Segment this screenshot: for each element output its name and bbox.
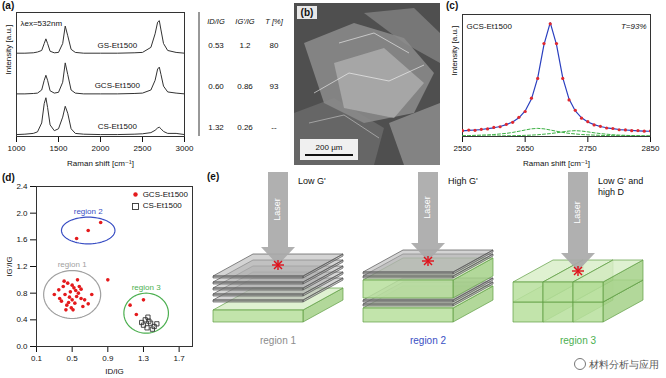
svg-text:1.2: 1.2 xyxy=(16,262,28,271)
svg-text:region 1: region 1 xyxy=(260,335,297,346)
svg-text:high D: high D xyxy=(598,187,625,197)
svg-text:Raman shift [cm⁻¹]: Raman shift [cm⁻¹] xyxy=(523,159,590,168)
svg-text:93: 93 xyxy=(270,82,279,91)
svg-text:3000: 3000 xyxy=(176,144,194,153)
svg-text:region 2: region 2 xyxy=(74,207,103,216)
svg-text:Low G': Low G' xyxy=(298,176,326,186)
svg-text:region 2: region 2 xyxy=(410,335,447,346)
svg-text:--: -- xyxy=(271,123,277,132)
svg-text:region 1: region 1 xyxy=(58,260,87,269)
svg-text:1500: 1500 xyxy=(50,144,68,153)
svg-text:2.4: 2.4 xyxy=(16,182,28,191)
html-text:(a): (a) xyxy=(2,0,15,11)
svg-text:材料分析与应用: 材料分析与应用 xyxy=(588,359,659,370)
svg-text:80: 80 xyxy=(270,41,279,50)
html-text:(c): (c) xyxy=(446,0,459,11)
svg-text:0.5: 0.5 xyxy=(67,354,79,363)
svg-text:0.86: 0.86 xyxy=(237,82,253,91)
svg-text:ID/IG: ID/IG xyxy=(105,367,124,376)
svg-text:0.4: 0.4 xyxy=(16,315,28,324)
svg-text:region 3: region 3 xyxy=(560,335,597,346)
svg-text:0.26: 0.26 xyxy=(237,123,253,132)
html-text:GCS-Et1500: GCS-Et1500 xyxy=(142,190,188,200)
svg-text:200 µm: 200 µm xyxy=(316,143,343,152)
svg-text:(e): (e) xyxy=(207,171,219,182)
svg-text:Low G' and: Low G' and xyxy=(598,176,643,186)
svg-text:Intensity [a.u.]: Intensity [a.u.] xyxy=(4,25,13,75)
svg-text:0.8: 0.8 xyxy=(16,289,28,298)
svg-text:2000: 2000 xyxy=(92,144,110,153)
svg-text:GCS-Et1500: GCS-Et1500 xyxy=(95,81,141,90)
svg-text:IG'/IG: IG'/IG xyxy=(5,256,14,277)
svg-text:1.32: 1.32 xyxy=(208,123,224,132)
svg-text:1.6: 1.6 xyxy=(16,235,28,244)
svg-text:λex=532nm: λex=532nm xyxy=(21,19,63,28)
svg-text:2750: 2750 xyxy=(579,144,597,153)
svg-text:High G': High G' xyxy=(448,176,478,186)
svg-text:GS-Et1500: GS-Et1500 xyxy=(98,41,138,50)
svg-text:2.0: 2.0 xyxy=(16,209,28,218)
html-text:CS-Et1500: CS-Et1500 xyxy=(142,201,182,211)
svg-text:2850: 2850 xyxy=(642,144,660,153)
svg-text:1.3: 1.3 xyxy=(138,354,150,363)
svg-text:(b): (b) xyxy=(301,7,314,18)
svg-text:1.2: 1.2 xyxy=(239,41,251,50)
svg-text:T=93%: T=93% xyxy=(621,22,647,31)
svg-text:GCS-Et1500: GCS-Et1500 xyxy=(467,22,513,31)
svg-text:Intensity [a.u.]: Intensity [a.u.] xyxy=(450,26,459,76)
svg-text:Laser: Laser xyxy=(572,201,582,224)
svg-text:Laser: Laser xyxy=(272,198,282,221)
svg-text:T [%]: T [%] xyxy=(265,17,283,26)
svg-text:Laser: Laser xyxy=(422,196,432,219)
svg-text:0.60: 0.60 xyxy=(208,82,224,91)
svg-text:1000: 1000 xyxy=(8,144,26,153)
svg-text:ID/IG: ID/IG xyxy=(207,17,225,26)
svg-text:IG'/IG: IG'/IG xyxy=(235,17,255,26)
svg-text:region 3: region 3 xyxy=(132,283,161,292)
svg-text:0.0: 0.0 xyxy=(16,342,28,351)
svg-text:2500: 2500 xyxy=(134,144,152,153)
svg-text:Raman shift [cm⁻¹]: Raman shift [cm⁻¹] xyxy=(67,159,134,168)
svg-text:CS-Et1500: CS-Et1500 xyxy=(98,122,138,131)
svg-text:1.7: 1.7 xyxy=(174,354,186,363)
html-text:(d): (d) xyxy=(2,172,15,183)
svg-text:0.9: 0.9 xyxy=(102,354,114,363)
svg-text:2550: 2550 xyxy=(454,144,472,153)
svg-text:0.1: 0.1 xyxy=(31,354,43,363)
svg-text:2650: 2650 xyxy=(516,144,534,153)
svg-text:0.53: 0.53 xyxy=(208,41,224,50)
